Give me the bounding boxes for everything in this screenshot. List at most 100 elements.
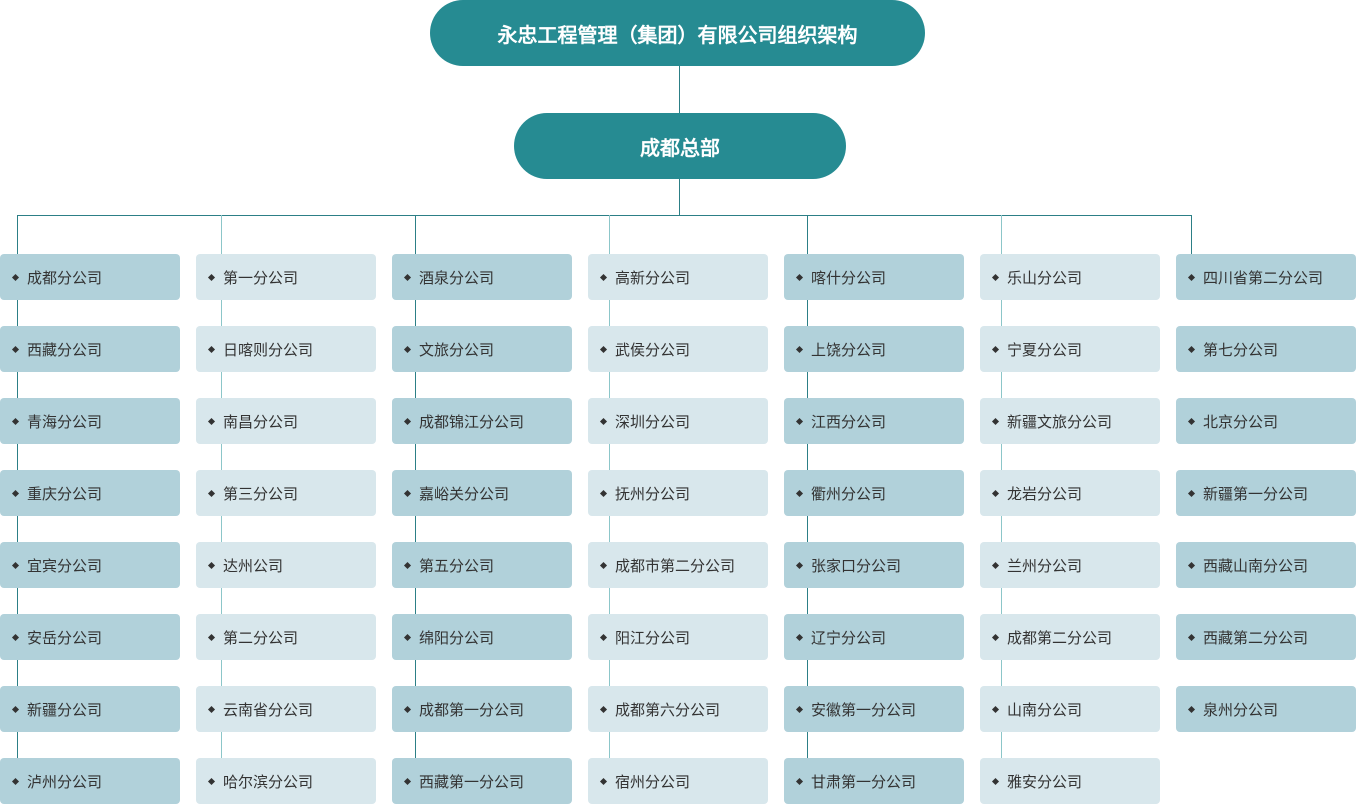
branch-label: 第五分公司	[419, 556, 495, 575]
bullet-icon	[599, 273, 608, 281]
branch-label: 深圳分公司	[615, 412, 691, 431]
bullet-icon	[403, 777, 412, 785]
branch-label: 乐山分公司	[1007, 268, 1083, 287]
branch-label: 新疆分公司	[27, 700, 103, 719]
branch-node: 西藏分公司	[0, 326, 180, 372]
branch-label: 第三分公司	[223, 484, 299, 503]
branch-node: 文旅分公司	[392, 326, 572, 372]
branch-node: 高新分公司	[588, 254, 768, 300]
bullet-icon	[795, 705, 804, 713]
branch-node: 宁夏分公司	[980, 326, 1160, 372]
bullet-icon	[207, 561, 216, 569]
branch-label: 衢州分公司	[811, 484, 887, 503]
branch-node: 第二分公司	[196, 614, 376, 660]
branch-label: 绵阳分公司	[419, 628, 495, 647]
bullet-icon	[403, 489, 412, 497]
bullet-icon	[991, 777, 1000, 785]
connector-root-hq	[679, 66, 680, 113]
bullet-icon	[403, 273, 412, 281]
branch-label: 雅安分公司	[1007, 772, 1083, 791]
branch-node: 龙岩分公司	[980, 470, 1160, 516]
branch-label: 安岳分公司	[27, 628, 103, 647]
bullet-icon	[795, 777, 804, 785]
branch-label: 重庆分公司	[27, 484, 103, 503]
bullet-icon	[991, 273, 1000, 281]
bullet-icon	[403, 705, 412, 713]
branch-label: 文旅分公司	[419, 340, 495, 359]
bullet-icon	[1187, 273, 1196, 281]
bullet-icon	[11, 417, 20, 425]
branch-label: 酒泉分公司	[419, 268, 495, 287]
branch-label: 安徽第一分公司	[811, 700, 917, 719]
branch-node: 成都第六分公司	[588, 686, 768, 732]
bullet-icon	[403, 561, 412, 569]
branch-label: 第七分公司	[1203, 340, 1279, 359]
bullet-icon	[991, 417, 1000, 425]
branch-label: 日喀则分公司	[223, 340, 314, 359]
branch-label: 山南分公司	[1007, 700, 1083, 719]
branch-label: 哈尔滨分公司	[223, 772, 314, 791]
bullet-icon	[599, 633, 608, 641]
connector-hq-down	[679, 179, 680, 215]
branch-node: 重庆分公司	[0, 470, 180, 516]
bullet-icon	[11, 633, 20, 641]
branch-label: 新疆文旅分公司	[1007, 412, 1113, 431]
branch-node: 泉州分公司	[1176, 686, 1356, 732]
branch-label: 武侯分公司	[615, 340, 691, 359]
bullet-icon	[207, 273, 216, 281]
branch-label: 新疆第一分公司	[1203, 484, 1309, 503]
branch-label: 达州公司	[223, 556, 284, 575]
branch-label: 龙岩分公司	[1007, 484, 1083, 503]
bullet-icon	[599, 417, 608, 425]
branch-node: 泸州分公司	[0, 758, 180, 804]
bullet-icon	[11, 345, 20, 353]
branch-node: 安徽第一分公司	[784, 686, 964, 732]
branch-node: 喀什分公司	[784, 254, 964, 300]
branch-node: 雅安分公司	[980, 758, 1160, 804]
bullet-icon	[207, 489, 216, 497]
bullet-icon	[1187, 633, 1196, 641]
bullet-icon	[207, 345, 216, 353]
branch-label: 第一分公司	[223, 268, 299, 287]
branch-node: 宜宾分公司	[0, 542, 180, 588]
branch-node: 深圳分公司	[588, 398, 768, 444]
bullet-icon	[599, 777, 608, 785]
branch-label: 西藏分公司	[27, 340, 103, 359]
branch-node: 第一分公司	[196, 254, 376, 300]
branch-node: 日喀则分公司	[196, 326, 376, 372]
bullet-icon	[11, 561, 20, 569]
branch-node: 乐山分公司	[980, 254, 1160, 300]
headquarters-node: 成都总部	[514, 113, 846, 179]
bullet-icon	[11, 777, 20, 785]
branch-label: 江西分公司	[811, 412, 887, 431]
branch-label: 西藏第一分公司	[419, 772, 525, 791]
bullet-icon	[403, 417, 412, 425]
bullet-icon	[11, 705, 20, 713]
branch-label: 成都第六分公司	[615, 700, 721, 719]
branch-label: 甘肃第一分公司	[811, 772, 917, 791]
bullet-icon	[991, 633, 1000, 641]
branch-label: 泸州分公司	[27, 772, 103, 791]
branch-node: 嘉峪关分公司	[392, 470, 572, 516]
branch-label: 成都第一分公司	[419, 700, 525, 719]
company-title: 永忠工程管理（集团）有限公司组织架构	[497, 22, 858, 47]
branch-node: 江西分公司	[784, 398, 964, 444]
branch-label: 喀什分公司	[811, 268, 887, 287]
branch-node: 新疆文旅分公司	[980, 398, 1160, 444]
branch-node: 安岳分公司	[0, 614, 180, 660]
branch-label: 西藏第二分公司	[1203, 628, 1309, 647]
branch-label: 成都市第二分公司	[615, 556, 736, 575]
branch-node: 抚州分公司	[588, 470, 768, 516]
headquarters-label: 成都总部	[640, 135, 720, 160]
bullet-icon	[207, 705, 216, 713]
bullet-icon	[795, 273, 804, 281]
branch-label: 上饶分公司	[811, 340, 887, 359]
bullet-icon	[599, 345, 608, 353]
branch-node: 南昌分公司	[196, 398, 376, 444]
branch-node: 辽宁分公司	[784, 614, 964, 660]
branch-node: 张家口分公司	[784, 542, 964, 588]
bullet-icon	[1187, 705, 1196, 713]
branch-node: 西藏第一分公司	[392, 758, 572, 804]
bullet-icon	[207, 633, 216, 641]
bullet-icon	[11, 489, 20, 497]
